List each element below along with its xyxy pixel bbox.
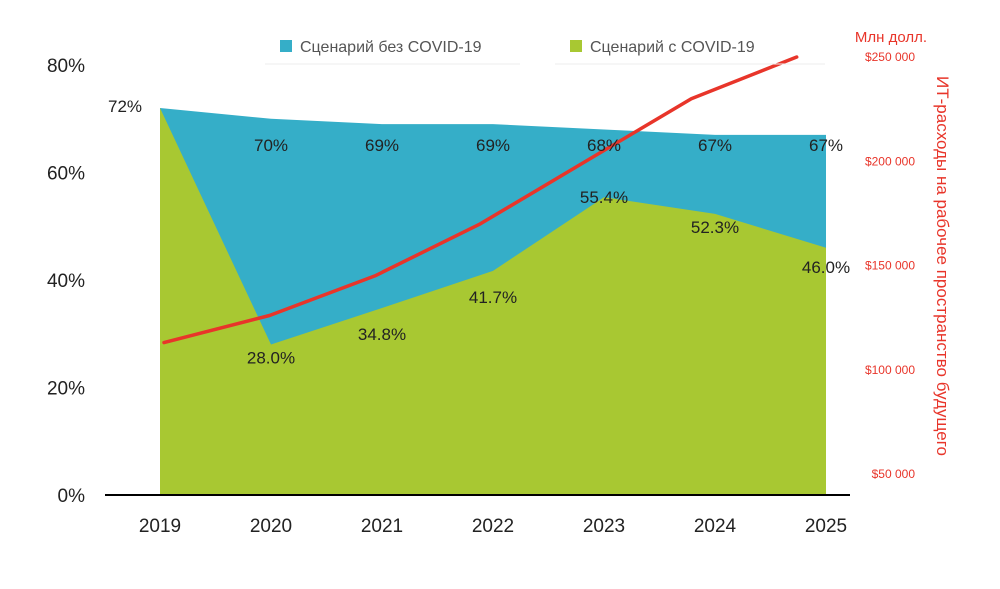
legend: Сценарий без COVID-19 Сценарий с COVID-1…	[265, 39, 825, 65]
data-label-covid: 41.7%	[469, 288, 517, 307]
right-axis-unit: Млн долл.	[855, 29, 927, 46]
area-layer	[160, 108, 826, 495]
legend-swatch-covid	[570, 40, 582, 52]
x-axis-tick-label: 2024	[694, 516, 737, 537]
right-axis-tick-label: $250 000	[865, 50, 915, 64]
left-axis-tick-label: 20%	[47, 379, 85, 400]
right-axis-tick-label: $200 000	[865, 154, 915, 168]
it-spending-line	[162, 55, 799, 345]
data-label-no-covid: 69%	[365, 136, 399, 155]
area-covid	[160, 108, 826, 495]
right-axis-title: ИТ-расходы на рабочее пространство будущ…	[933, 76, 952, 456]
data-label-no-covid: 67%	[698, 136, 732, 155]
data-label-no-covid: 72%	[108, 97, 142, 116]
right-axis-tick-label: $150 000	[865, 259, 915, 273]
left-axis-tick-label: 40%	[47, 271, 85, 292]
x-axis-tick-label: 2021	[361, 516, 403, 537]
left-axis-tick-label: 0%	[58, 486, 86, 507]
x-axis-tick-label: 2023	[583, 516, 625, 537]
legend-label-covid: Сценарий с COVID-19	[590, 39, 755, 56]
right-axis-tick-label: $100 000	[865, 363, 915, 377]
legend-label-no-covid: Сценарий без COVID-19	[300, 39, 482, 56]
x-axis-tick-label: 2019	[139, 516, 181, 537]
data-label-layer: 72% 70% 69% 69% 68% 67% 67% 28.0% 34.8% 41.7% 55.4…	[108, 97, 850, 368]
data-label-covid: 34.8%	[358, 325, 406, 344]
data-label-no-covid: 69%	[476, 136, 510, 155]
data-label-covid: 55.4%	[580, 188, 628, 207]
right-axis-ticks: $50 000 $100 000 $150 000 $200 000 $250 000	[865, 50, 915, 481]
line-layer	[162, 55, 799, 345]
data-label-covid: 46.0%	[802, 258, 850, 277]
x-axis-tick-label: 2020	[250, 516, 292, 537]
data-label-covid: 28.0%	[247, 349, 295, 368]
data-label-covid: 52.3%	[691, 218, 739, 237]
right-axis-tick-label: $50 000	[872, 467, 916, 481]
data-label-no-covid: 68%	[587, 136, 621, 155]
x-axis-ticks: 2019 2020 2021 2022 2023 2024 2025	[139, 516, 847, 537]
data-label-no-covid: 67%	[809, 136, 843, 155]
left-axis-tick-label: 60%	[47, 164, 85, 185]
left-axis-ticks: 0% 20% 40% 60% 80%	[47, 56, 85, 507]
x-axis-tick-label: 2025	[805, 516, 847, 537]
data-label-no-covid: 70%	[254, 136, 288, 155]
legend-swatch-no-covid	[280, 40, 292, 52]
left-axis-tick-label: 80%	[47, 56, 85, 77]
x-axis-tick-label: 2022	[472, 516, 514, 537]
